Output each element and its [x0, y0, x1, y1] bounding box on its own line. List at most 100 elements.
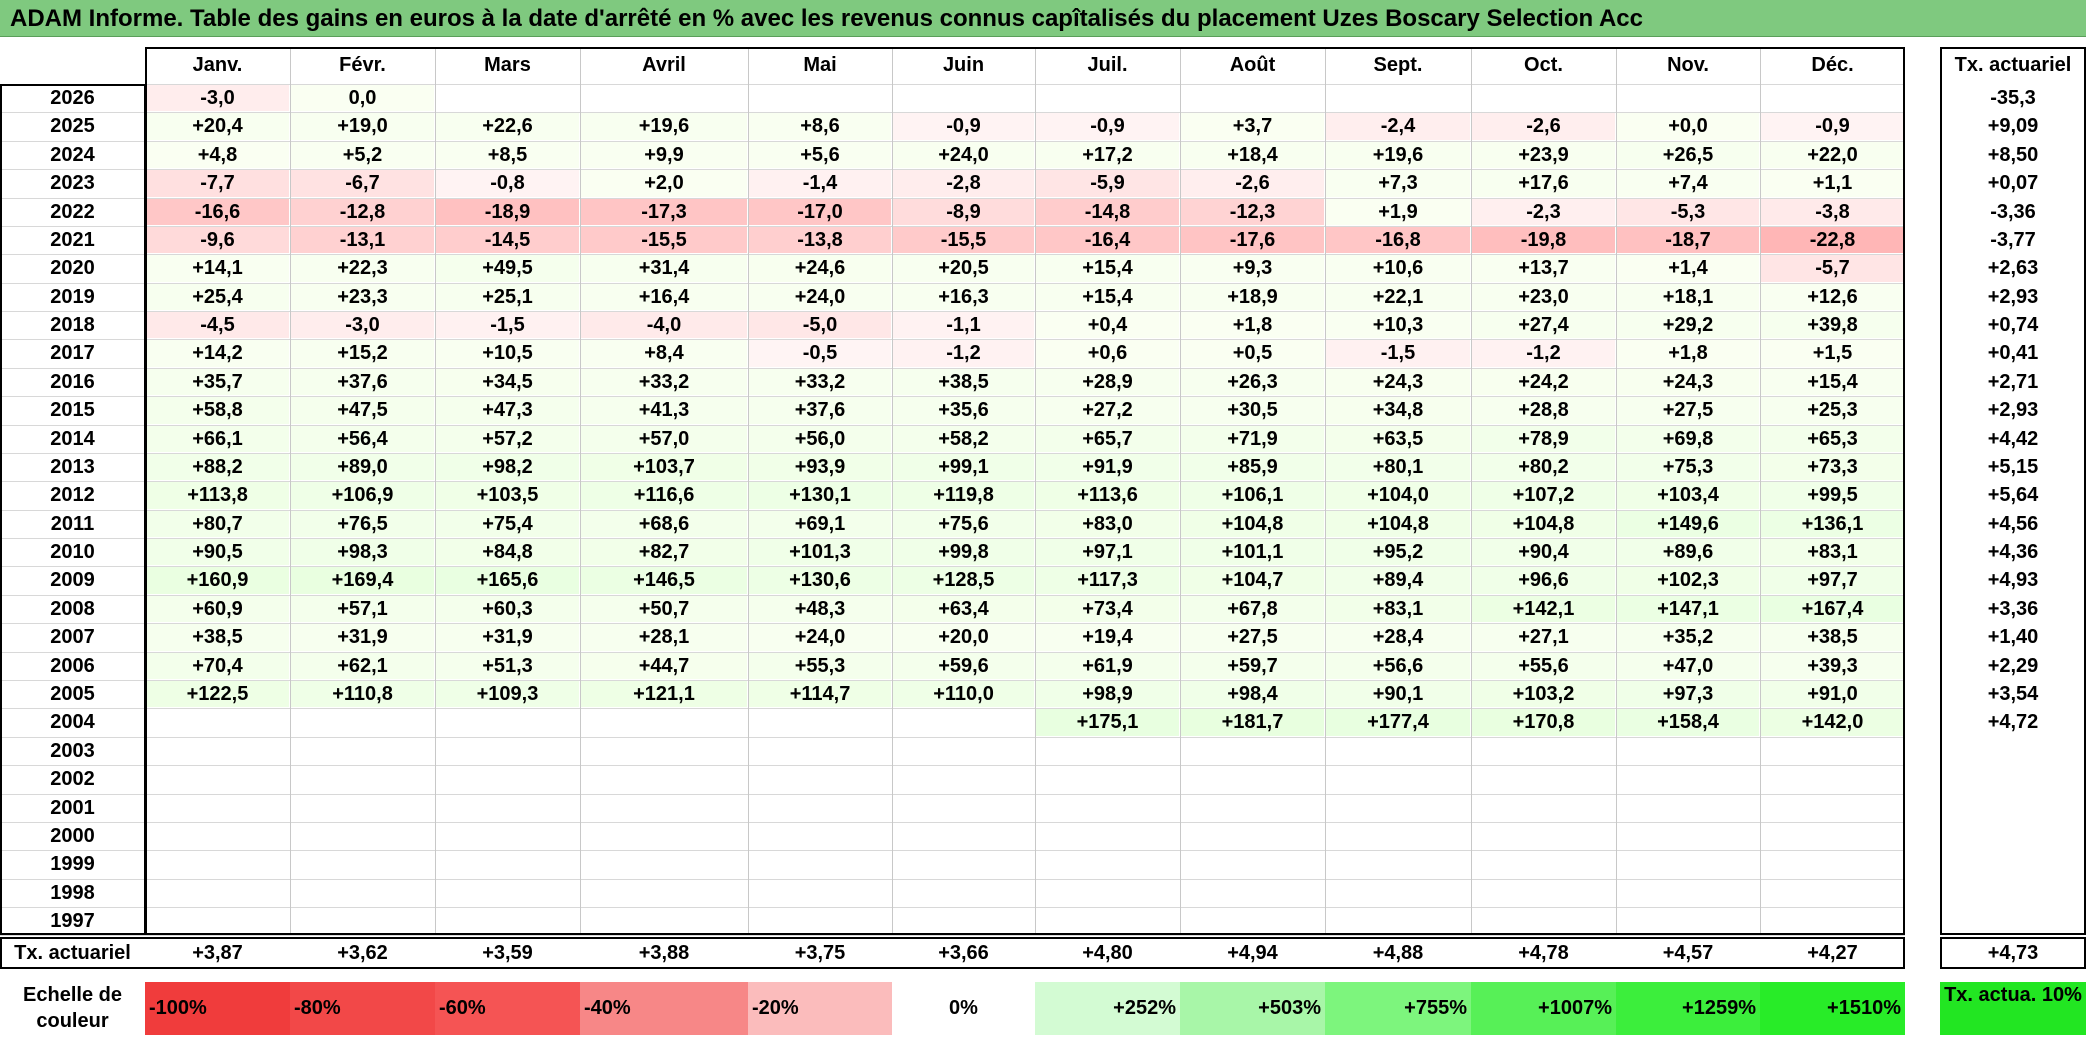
data-cell: +73,4 — [1036, 595, 1179, 623]
data-cell: +84,8 — [436, 539, 579, 566]
row-divider — [0, 651, 1905, 653]
data-cell: -1,2 — [893, 340, 1034, 367]
data-cell — [893, 851, 1034, 877]
data-cell: +66,1 — [146, 425, 289, 452]
data-cell: +8,5 — [436, 141, 579, 169]
data-cell: +62,1 — [291, 652, 434, 679]
data-cell: +89,6 — [1617, 539, 1759, 566]
data-cell — [146, 908, 289, 934]
data-cell: +55,6 — [1472, 652, 1615, 679]
data-cell: +170,8 — [1472, 709, 1615, 736]
rate-cell: -3,36 — [1990, 200, 2036, 223]
data-cell — [893, 85, 1034, 111]
data-cell — [291, 766, 434, 792]
data-cell: +22,0 — [1761, 141, 1904, 169]
data-cell: +39,8 — [1761, 312, 1904, 339]
data-cell: +8,6 — [749, 113, 891, 140]
data-cell: +90,1 — [1326, 680, 1470, 708]
data-cell — [893, 795, 1034, 821]
data-cell: +22,1 — [1326, 283, 1470, 311]
data-cell: +15,4 — [1036, 255, 1179, 282]
data-cell: -16,8 — [1326, 226, 1470, 254]
data-cell: -16,6 — [146, 198, 289, 225]
data-cell — [1617, 823, 1759, 849]
year-label: 2001 — [50, 796, 95, 819]
data-cell — [749, 823, 891, 849]
data-cell: +29,2 — [1617, 312, 1759, 339]
data-cell: +119,8 — [893, 482, 1034, 509]
data-cell: +20,4 — [146, 113, 289, 140]
data-cell — [146, 738, 289, 764]
data-cell: +37,6 — [291, 368, 434, 396]
data-cell — [1617, 795, 1759, 821]
data-cell: +103,4 — [1617, 482, 1759, 509]
data-cell: +27,5 — [1617, 397, 1759, 424]
rate-scale-label: Tx. actua. 10% — [1940, 982, 2086, 1035]
row-divider — [0, 367, 1905, 369]
data-cell: +49,5 — [436, 255, 579, 282]
row-divider — [0, 225, 1905, 227]
data-cell — [1761, 795, 1904, 821]
data-cell: +130,6 — [749, 567, 891, 594]
month-header: Févr. — [339, 54, 386, 76]
data-cell — [1181, 880, 1324, 906]
data-cell: -0,9 — [893, 113, 1034, 140]
color-scale-step: -100% — [145, 982, 290, 1035]
data-cell — [1181, 795, 1324, 821]
footer-cell: +4,78 — [1518, 942, 1569, 965]
year-label: 2016 — [50, 370, 95, 393]
row-divider — [0, 538, 1905, 540]
data-cell — [146, 880, 289, 906]
data-cell: +3,7 — [1181, 113, 1324, 140]
data-cell: -1,1 — [893, 312, 1034, 339]
footer-cell: +4,57 — [1662, 942, 1714, 965]
data-cell: +0,4 — [1036, 312, 1179, 339]
color-scale-step: -40% — [580, 982, 748, 1035]
data-cell: -19,8 — [1472, 226, 1615, 254]
column-divider — [1471, 47, 1472, 936]
year-label: 2025 — [50, 115, 95, 138]
data-cell: +24,3 — [1326, 368, 1470, 396]
data-cell: +31,4 — [581, 255, 747, 282]
data-cell — [1472, 766, 1615, 792]
data-cell — [749, 880, 891, 906]
footer-cell: +4,88 — [1372, 942, 1424, 965]
column-divider — [1035, 47, 1036, 936]
data-cell: +38,5 — [146, 624, 289, 651]
data-cell — [1326, 851, 1470, 877]
data-cell — [1181, 851, 1324, 877]
row-divider — [0, 594, 1905, 596]
color-scale-step: +755% — [1325, 982, 1471, 1035]
year-label: 1998 — [50, 881, 95, 904]
data-cell: +107,2 — [1472, 482, 1615, 509]
data-cell — [581, 738, 747, 764]
data-cell: +149,6 — [1617, 510, 1759, 538]
data-cell — [1472, 908, 1615, 934]
data-cell: +122,5 — [146, 680, 289, 708]
footer-cell: +3,75 — [794, 942, 846, 965]
month-header: Sept. — [1373, 54, 1423, 76]
rate-cell: +4,56 — [1987, 512, 2039, 535]
data-cell: +15,4 — [1036, 283, 1179, 311]
color-scale-step: -60% — [435, 982, 580, 1035]
data-cell — [749, 851, 891, 877]
data-cell: +16,3 — [893, 283, 1034, 311]
data-cell: +33,2 — [749, 368, 891, 396]
data-cell — [436, 851, 579, 877]
data-cell: -12,3 — [1181, 198, 1324, 225]
row-divider — [0, 765, 1905, 767]
data-cell — [1036, 908, 1179, 934]
data-cell: +28,9 — [1036, 368, 1179, 396]
page-title: ADAM Informe. Table des gains en euros à… — [0, 0, 2086, 37]
row-divider — [0, 878, 1905, 880]
footer-label: Tx. actuariel — [14, 942, 131, 965]
data-cell: -4,5 — [146, 312, 289, 339]
rate-cell: +2,93 — [1987, 285, 2039, 308]
data-cell: +98,3 — [291, 539, 434, 566]
rate-cell: +2,93 — [1987, 399, 2039, 422]
data-cell: +23,9 — [1472, 141, 1615, 169]
data-cell — [1036, 795, 1179, 821]
data-cell: +14,1 — [146, 255, 289, 282]
year-label: 2005 — [50, 682, 95, 705]
data-cell: +175,1 — [1036, 709, 1179, 736]
